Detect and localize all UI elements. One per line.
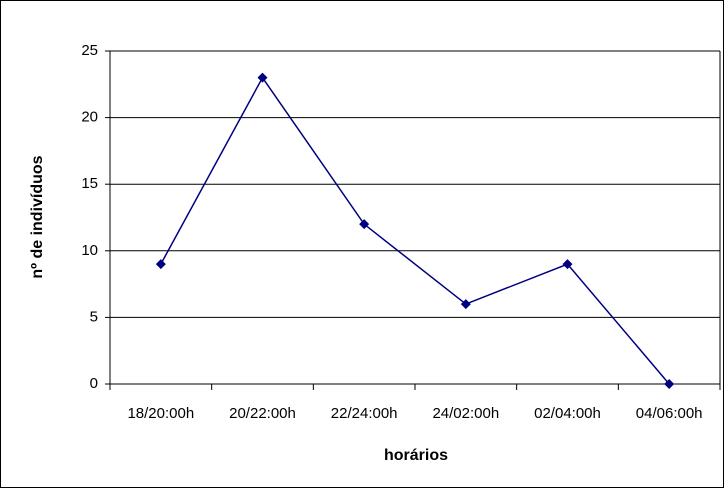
series-line (160, 76, 670, 385)
y-axis-label: nº de indivíduos (29, 155, 46, 278)
y-tick-label: 10 (81, 242, 98, 259)
y-tick-label: 25 (81, 42, 98, 59)
y-tick-label: 20 (81, 109, 98, 126)
marker (359, 219, 370, 230)
marker (562, 259, 573, 270)
marker (664, 379, 675, 389)
y-tick-label: 0 (90, 375, 98, 392)
x-axis-label: horários (384, 447, 448, 464)
x-tick-label: 20/22:00h (229, 405, 296, 422)
x-tick-label: 04/06:00h (636, 405, 703, 422)
x-tick-label: 24/02:00h (432, 405, 499, 422)
x-tick-label: 02/04:00h (534, 405, 601, 422)
marker (155, 259, 166, 270)
marker (257, 72, 268, 83)
y-tick-label: 15 (81, 175, 98, 192)
x-tick-label: 22/24:00h (331, 405, 398, 422)
y-tick-label: 5 (90, 308, 98, 325)
marker (460, 299, 471, 310)
x-tick-label: 18/20:00h (127, 405, 194, 422)
